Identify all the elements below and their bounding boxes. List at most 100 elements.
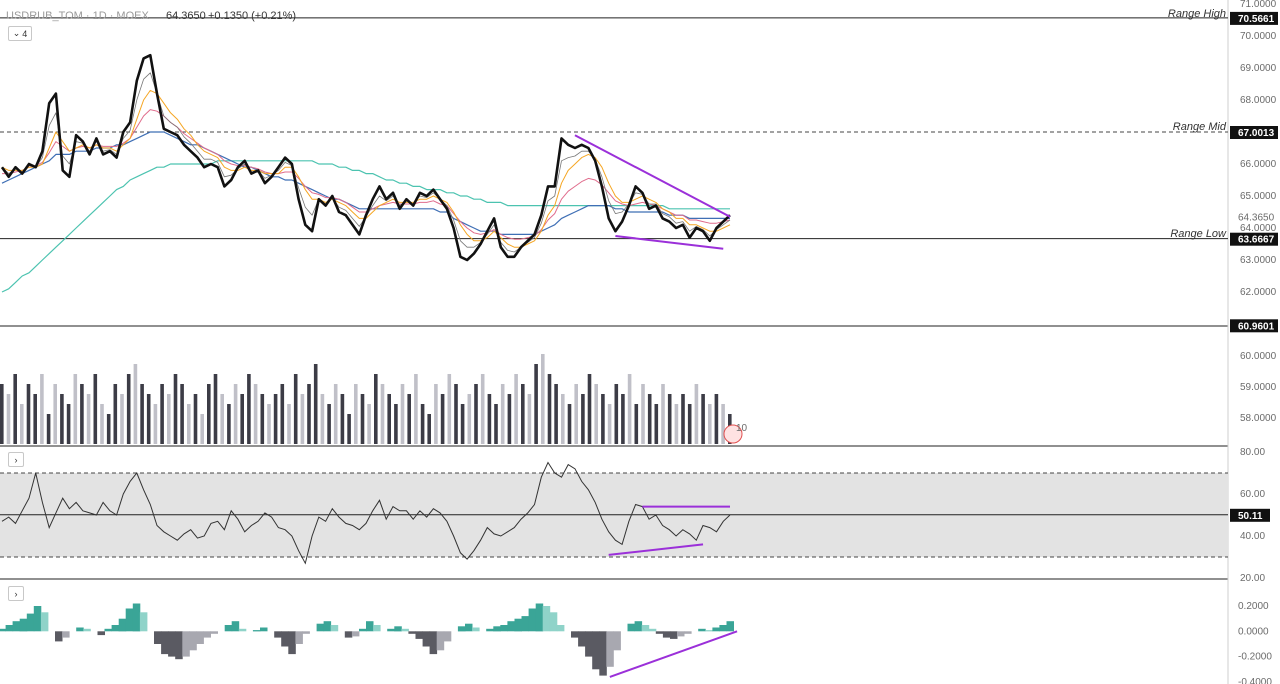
- volume-bar: [521, 384, 525, 444]
- oscillator-bar: [19, 618, 28, 632]
- oscillator-bar: [5, 625, 14, 632]
- volume-bar: [380, 384, 385, 444]
- oscillator-bar: [125, 608, 134, 632]
- volume-bar: [694, 384, 699, 444]
- rsi-tick-label: 40.00: [1240, 531, 1265, 542]
- rsi-current-badge: 50.11: [1230, 508, 1270, 522]
- rsi-pane[interactable]: [0, 461, 1228, 565]
- trendline-upper: [574, 134, 731, 218]
- volume-bar: [561, 394, 565, 444]
- oscillator-bar: [97, 631, 105, 636]
- volume-bar: [247, 374, 251, 444]
- oscillator-bar: [359, 628, 367, 632]
- volume-bar: [86, 394, 91, 444]
- price-change: +0.1350 (+0.21%): [208, 10, 296, 22]
- volume-bar: [180, 384, 184, 444]
- rsi-badge-text: 50.11: [1238, 511, 1263, 522]
- volume-bar: [160, 384, 164, 444]
- volume-bar: [267, 404, 271, 444]
- volume-bar: [213, 374, 218, 444]
- volume-bar: [708, 404, 712, 444]
- price-line: [0, 53, 731, 262]
- oscillator-bar: [203, 631, 211, 638]
- price-tick-label: 66.0000: [1240, 159, 1277, 170]
- oscillator-bar: [528, 608, 537, 632]
- volume-bar: [340, 394, 345, 444]
- oscillator-bar: [323, 621, 332, 632]
- volume-bar: [674, 404, 679, 444]
- volume-bar: [227, 404, 231, 444]
- oscillator-bar: [641, 625, 650, 632]
- oscillator-bar: [189, 631, 197, 651]
- oscillator-bar: [175, 631, 183, 660]
- oscillator-bar: [472, 627, 480, 632]
- chart-background: [0, 0, 1229, 684]
- price-pane[interactable]: [0, 17, 1228, 293]
- oscillator-bar: [316, 623, 325, 632]
- ema-long-line: [1, 160, 730, 293]
- collapse-indicators-button[interactable]: ⌄ 4: [8, 26, 32, 41]
- price-axis-badge: 64.3650: [1230, 210, 1278, 224]
- oscillator-tick-label: 0.2000: [1238, 601, 1269, 612]
- volume-bar: [534, 364, 538, 444]
- oscillator-toggle-button[interactable]: ›: [8, 586, 24, 601]
- volume-bar: [53, 384, 57, 444]
- price-badge-text: 64.3650: [1238, 212, 1275, 223]
- oscillator-bar: [55, 631, 63, 642]
- volume-bar: [627, 374, 632, 444]
- volume-bar: [480, 374, 485, 444]
- volume-bar: [307, 384, 311, 444]
- oscillator-bar: [196, 631, 204, 644]
- oscillator-bar: [670, 631, 678, 639]
- volume-bar: [420, 404, 425, 444]
- rsi-tick-label: 60.00: [1240, 489, 1265, 500]
- oscillator-bar: [104, 628, 112, 632]
- chevron-down-icon: ⌄: [12, 28, 21, 38]
- volume-bar: [621, 394, 625, 444]
- volume-bar: [681, 394, 685, 444]
- oscillator-bar: [387, 628, 395, 632]
- indicator-count: 4: [22, 28, 28, 39]
- volume-bar: [200, 414, 204, 444]
- oscillator-bar: [627, 623, 635, 632]
- price-tick-label: 70.0000: [1240, 31, 1277, 42]
- oscillator-bar: [182, 631, 190, 657]
- volume-bar: [467, 394, 472, 444]
- oscillator-bar: [457, 626, 466, 632]
- chevron-right-icon: ›: [14, 454, 18, 465]
- oscillator-bar: [443, 631, 452, 642]
- price-axis[interactable]: 71.000070.000069.000068.000067.000066.00…: [1230, 0, 1278, 684]
- oscillator-bar: [599, 631, 607, 676]
- volume-bar: [614, 384, 619, 444]
- oscillator-bar: [613, 631, 621, 651]
- volume-bar: [360, 394, 365, 444]
- volume-bar: [634, 404, 639, 444]
- volume-bar: [527, 394, 532, 444]
- volume-bar: [507, 394, 512, 444]
- oscillator-bar: [252, 630, 261, 632]
- volume-bar: [374, 374, 378, 444]
- volume-bar: [0, 384, 4, 444]
- volume-bar: [414, 374, 418, 444]
- volume-pane[interactable]: 10: [0, 354, 748, 444]
- price-tick-label: 60.0000: [1240, 351, 1277, 362]
- oscillator-bar: [238, 628, 247, 632]
- oscillator-bar: [521, 616, 529, 632]
- volume-bar: [260, 394, 265, 444]
- rsi-toggle-button[interactable]: ›: [8, 452, 24, 467]
- volume-bar: [233, 384, 238, 444]
- volume-bar: [667, 394, 672, 444]
- volume-bar: [427, 414, 431, 444]
- volume-bar: [133, 364, 138, 444]
- volume-bar: [253, 384, 258, 444]
- volume-bar: [541, 354, 545, 444]
- volume-bar: [280, 384, 285, 444]
- oscillator-bar: [139, 612, 148, 632]
- volume-bar: [487, 394, 492, 444]
- oscillator-pane[interactable]: [0, 603, 738, 678]
- oscillator-bar: [210, 631, 218, 634]
- price-axis-badge: 60.9601: [1230, 319, 1278, 333]
- volume-bar: [701, 394, 705, 444]
- volume-bar: [394, 404, 398, 444]
